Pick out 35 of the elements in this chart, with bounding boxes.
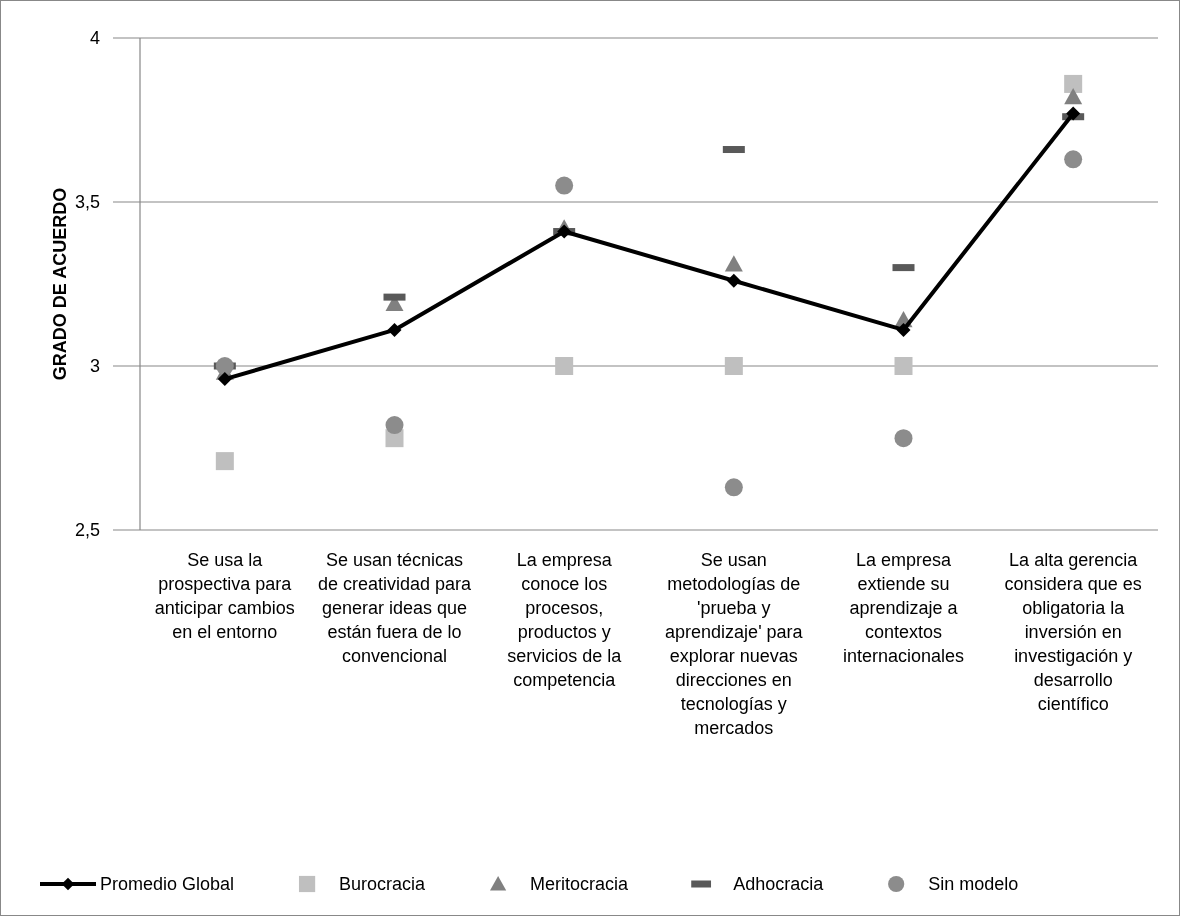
point (724, 357, 743, 375)
y-tick-label: 3,5 (74, 192, 100, 212)
legend-label: Burocracia (339, 874, 427, 894)
point (215, 452, 234, 471)
point (724, 255, 743, 272)
point (1064, 150, 1083, 169)
legend-label: Adhocracia (733, 874, 825, 894)
y-tick-label: 3 (89, 356, 100, 376)
x-tick-label: La empresa extiende su aprendizaje a contextos internacionales (842, 550, 965, 666)
point (894, 429, 913, 448)
point (387, 322, 402, 337)
point (896, 322, 911, 337)
x-tick-label: La alta gerencia considera que es obligatoria la inversión en investigación y desarrollo científico (1004, 550, 1142, 714)
legend-label: Sin modelo (928, 874, 1019, 894)
y-axis-title: GRADO DE ACUERDO (50, 187, 70, 381)
x-tick-label: Se usan metodologías de 'prueba y aprendizaje' para explorar nuevas direcciones en tecnologías y mercados (665, 550, 804, 738)
point (557, 224, 572, 239)
point (555, 176, 574, 195)
point (1064, 74, 1083, 93)
point (555, 357, 574, 375)
y-tick-label: 2,5 (74, 520, 100, 540)
point (1064, 88, 1083, 105)
point (215, 357, 234, 375)
point (217, 372, 232, 387)
legend-label: Meritocracia (530, 874, 630, 894)
point (726, 273, 741, 288)
x-tick-label: Se usa la prospectiva para anticipar cambios en el entorno (154, 550, 295, 642)
point (894, 357, 913, 375)
point (1066, 106, 1081, 121)
legend-label: Promedio Global (100, 874, 235, 894)
x-tick-label: Se usan técnicas de creatividad para generar ideas que están fuera de lo convencional (317, 550, 473, 666)
x-tick-label: La empresa conoce los procesos, productos y servicios de la competencia (507, 550, 623, 690)
point (724, 478, 743, 497)
point (385, 416, 404, 435)
y-tick-label: 4 (89, 28, 100, 48)
